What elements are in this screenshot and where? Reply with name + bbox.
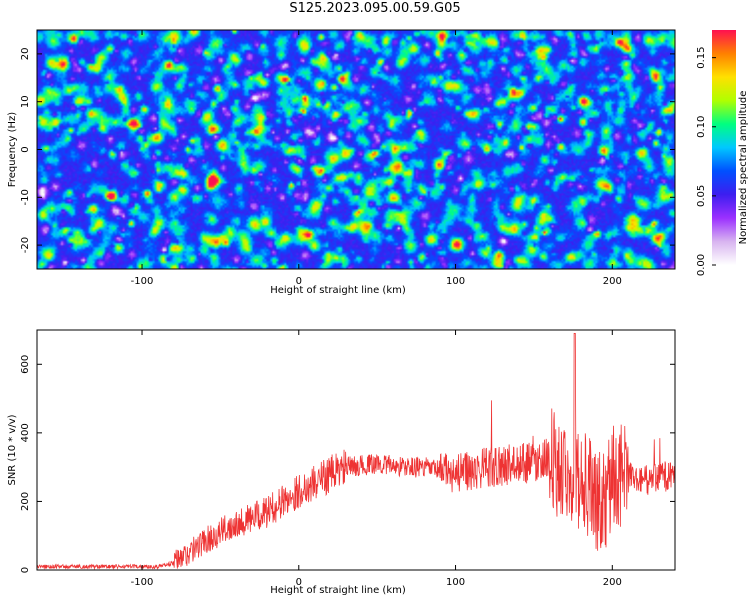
- colorbar-scale: [712, 30, 736, 265]
- snr-x-ticks: -100 0 100 200: [131, 330, 622, 588]
- snr-x-tick-label: -100: [131, 577, 154, 588]
- snr-y-tick-label: 400: [20, 423, 31, 442]
- heatmap-x-tick-label: 200: [603, 276, 622, 287]
- heatmap-y-ticks: -20 -10 0 10 20: [20, 48, 675, 253]
- snr-series-line: [37, 333, 675, 570]
- snr-x-axis-label: Height of straight line (km): [270, 585, 406, 596]
- heatmap-x-tick-label: 0: [296, 276, 302, 287]
- heatmap-image: [37, 30, 675, 269]
- snr-panel: -100 0 100 200 0 200 400 600 Height of straigh…: [7, 329, 676, 596]
- heatmap-y-tick-label: 0: [20, 146, 31, 152]
- colorbar-tick-label: 0.00: [696, 254, 707, 276]
- snr-y-axis-label: SNR (10 * v/v): [7, 414, 18, 485]
- heatmap-x-ticks: -100 0 100 200: [131, 30, 622, 287]
- heatmap-y-tick-label: -10: [20, 189, 31, 205]
- snr-frame: [36, 329, 676, 571]
- heatmap-y-tick-label: -20: [20, 237, 31, 253]
- page-title: S125.2023.095.00.59.G05: [289, 1, 461, 16]
- snr-y-tick-label: 200: [20, 492, 31, 511]
- colorbar-label: Normalized spectral amplitude: [738, 91, 749, 245]
- colorbar-tick-label: 0.10: [696, 116, 707, 138]
- heatmap-y-axis-label: Frequency (Hz): [7, 112, 18, 188]
- heatmap-x-tick-label: 100: [446, 276, 465, 287]
- snr-x-tick-label: 200: [603, 577, 622, 588]
- snr-y-tick-label: 0: [20, 567, 31, 573]
- snr-x-tick-label: 100: [446, 577, 465, 588]
- colorbar: 0.00 0.05 0.10 0.15 Normalized spectral amp…: [696, 30, 749, 276]
- snr-x-tick-label: 0: [296, 577, 302, 588]
- colorbar-ticks: 0.00 0.05 0.10 0.15: [696, 47, 716, 276]
- colorbar-tick-label: 0.15: [696, 47, 707, 69]
- snr-y-tick-label: 600: [20, 355, 31, 374]
- heatmap-y-tick-label: 20: [20, 48, 31, 61]
- snr-y-ticks: 0 200 400 600: [20, 355, 675, 573]
- heatmap-x-axis-label: Height of straight line (km): [270, 285, 406, 296]
- colorbar-tick-label: 0.05: [696, 185, 707, 207]
- heatmap-x-tick-label: -100: [131, 276, 154, 287]
- heatmap-y-tick-label: 10: [20, 95, 31, 108]
